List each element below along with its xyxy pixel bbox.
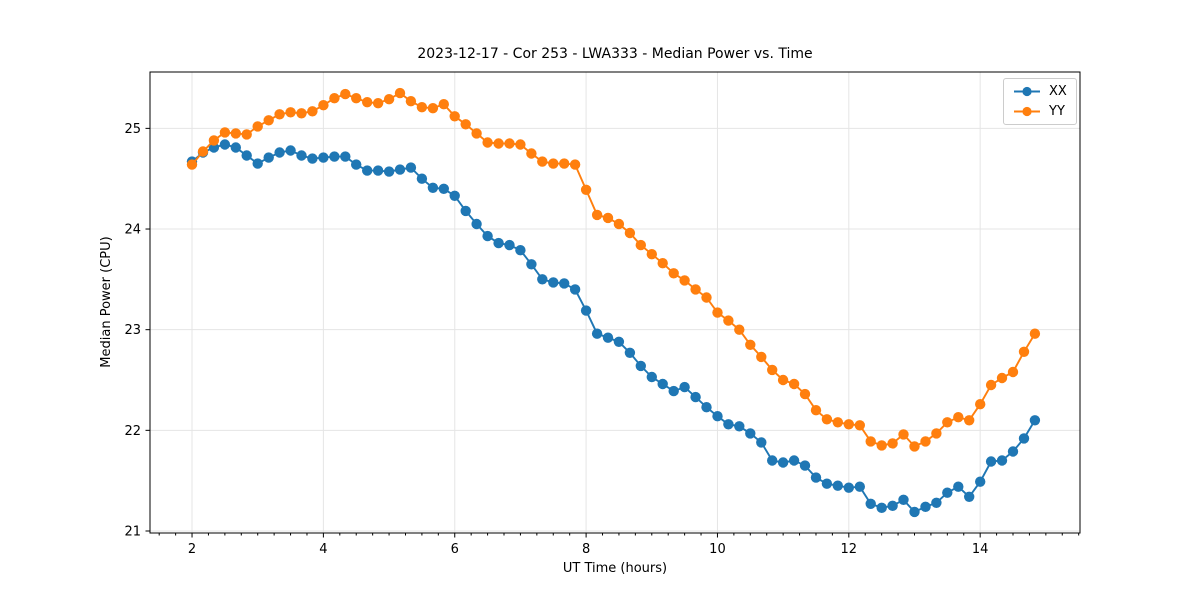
y-tick-label: 25 [124,122,141,137]
axis-ticks [145,127,1080,538]
series-yy-markers [186,87,1041,452]
x-tick-label: 14 [972,542,989,557]
x-tick-label: 10 [709,542,726,557]
chart-title: 2023-12-17 - Cor 253 - LWA333 - Median P… [417,46,813,62]
x-axis-label: UT Time (hours) [562,561,668,576]
grid [150,72,1080,533]
series-xx-line [191,143,1036,514]
legend: XX YY [1003,78,1077,125]
y-tick-label: 24 [124,223,141,238]
y-axis-label: Median Power (CPU) [99,236,114,368]
legend-label: YY [1049,104,1065,119]
y-tick-label: 21 [124,524,141,539]
legend-line-marker-icon [1014,106,1040,117]
legend-line-marker-icon [1014,86,1040,97]
axes-frame [149,71,1081,534]
series-yy-line [191,91,1036,448]
y-tick-label: 22 [124,424,141,439]
y-tick-label: 23 [124,323,141,338]
x-tick-label: 12 [841,542,858,557]
x-tick-label: 2 [188,542,196,557]
x-tick-label: 4 [319,542,327,557]
legend-item-yy: YY [1012,104,1067,119]
series-xx [186,139,1041,518]
x-tick-label: 8 [582,542,590,557]
series-yy [186,87,1041,452]
legend-label: XX [1049,84,1067,99]
legend-item-xx: XX [1012,84,1067,99]
series-xx-markers [186,139,1041,518]
x-tick-label: 6 [451,542,459,557]
